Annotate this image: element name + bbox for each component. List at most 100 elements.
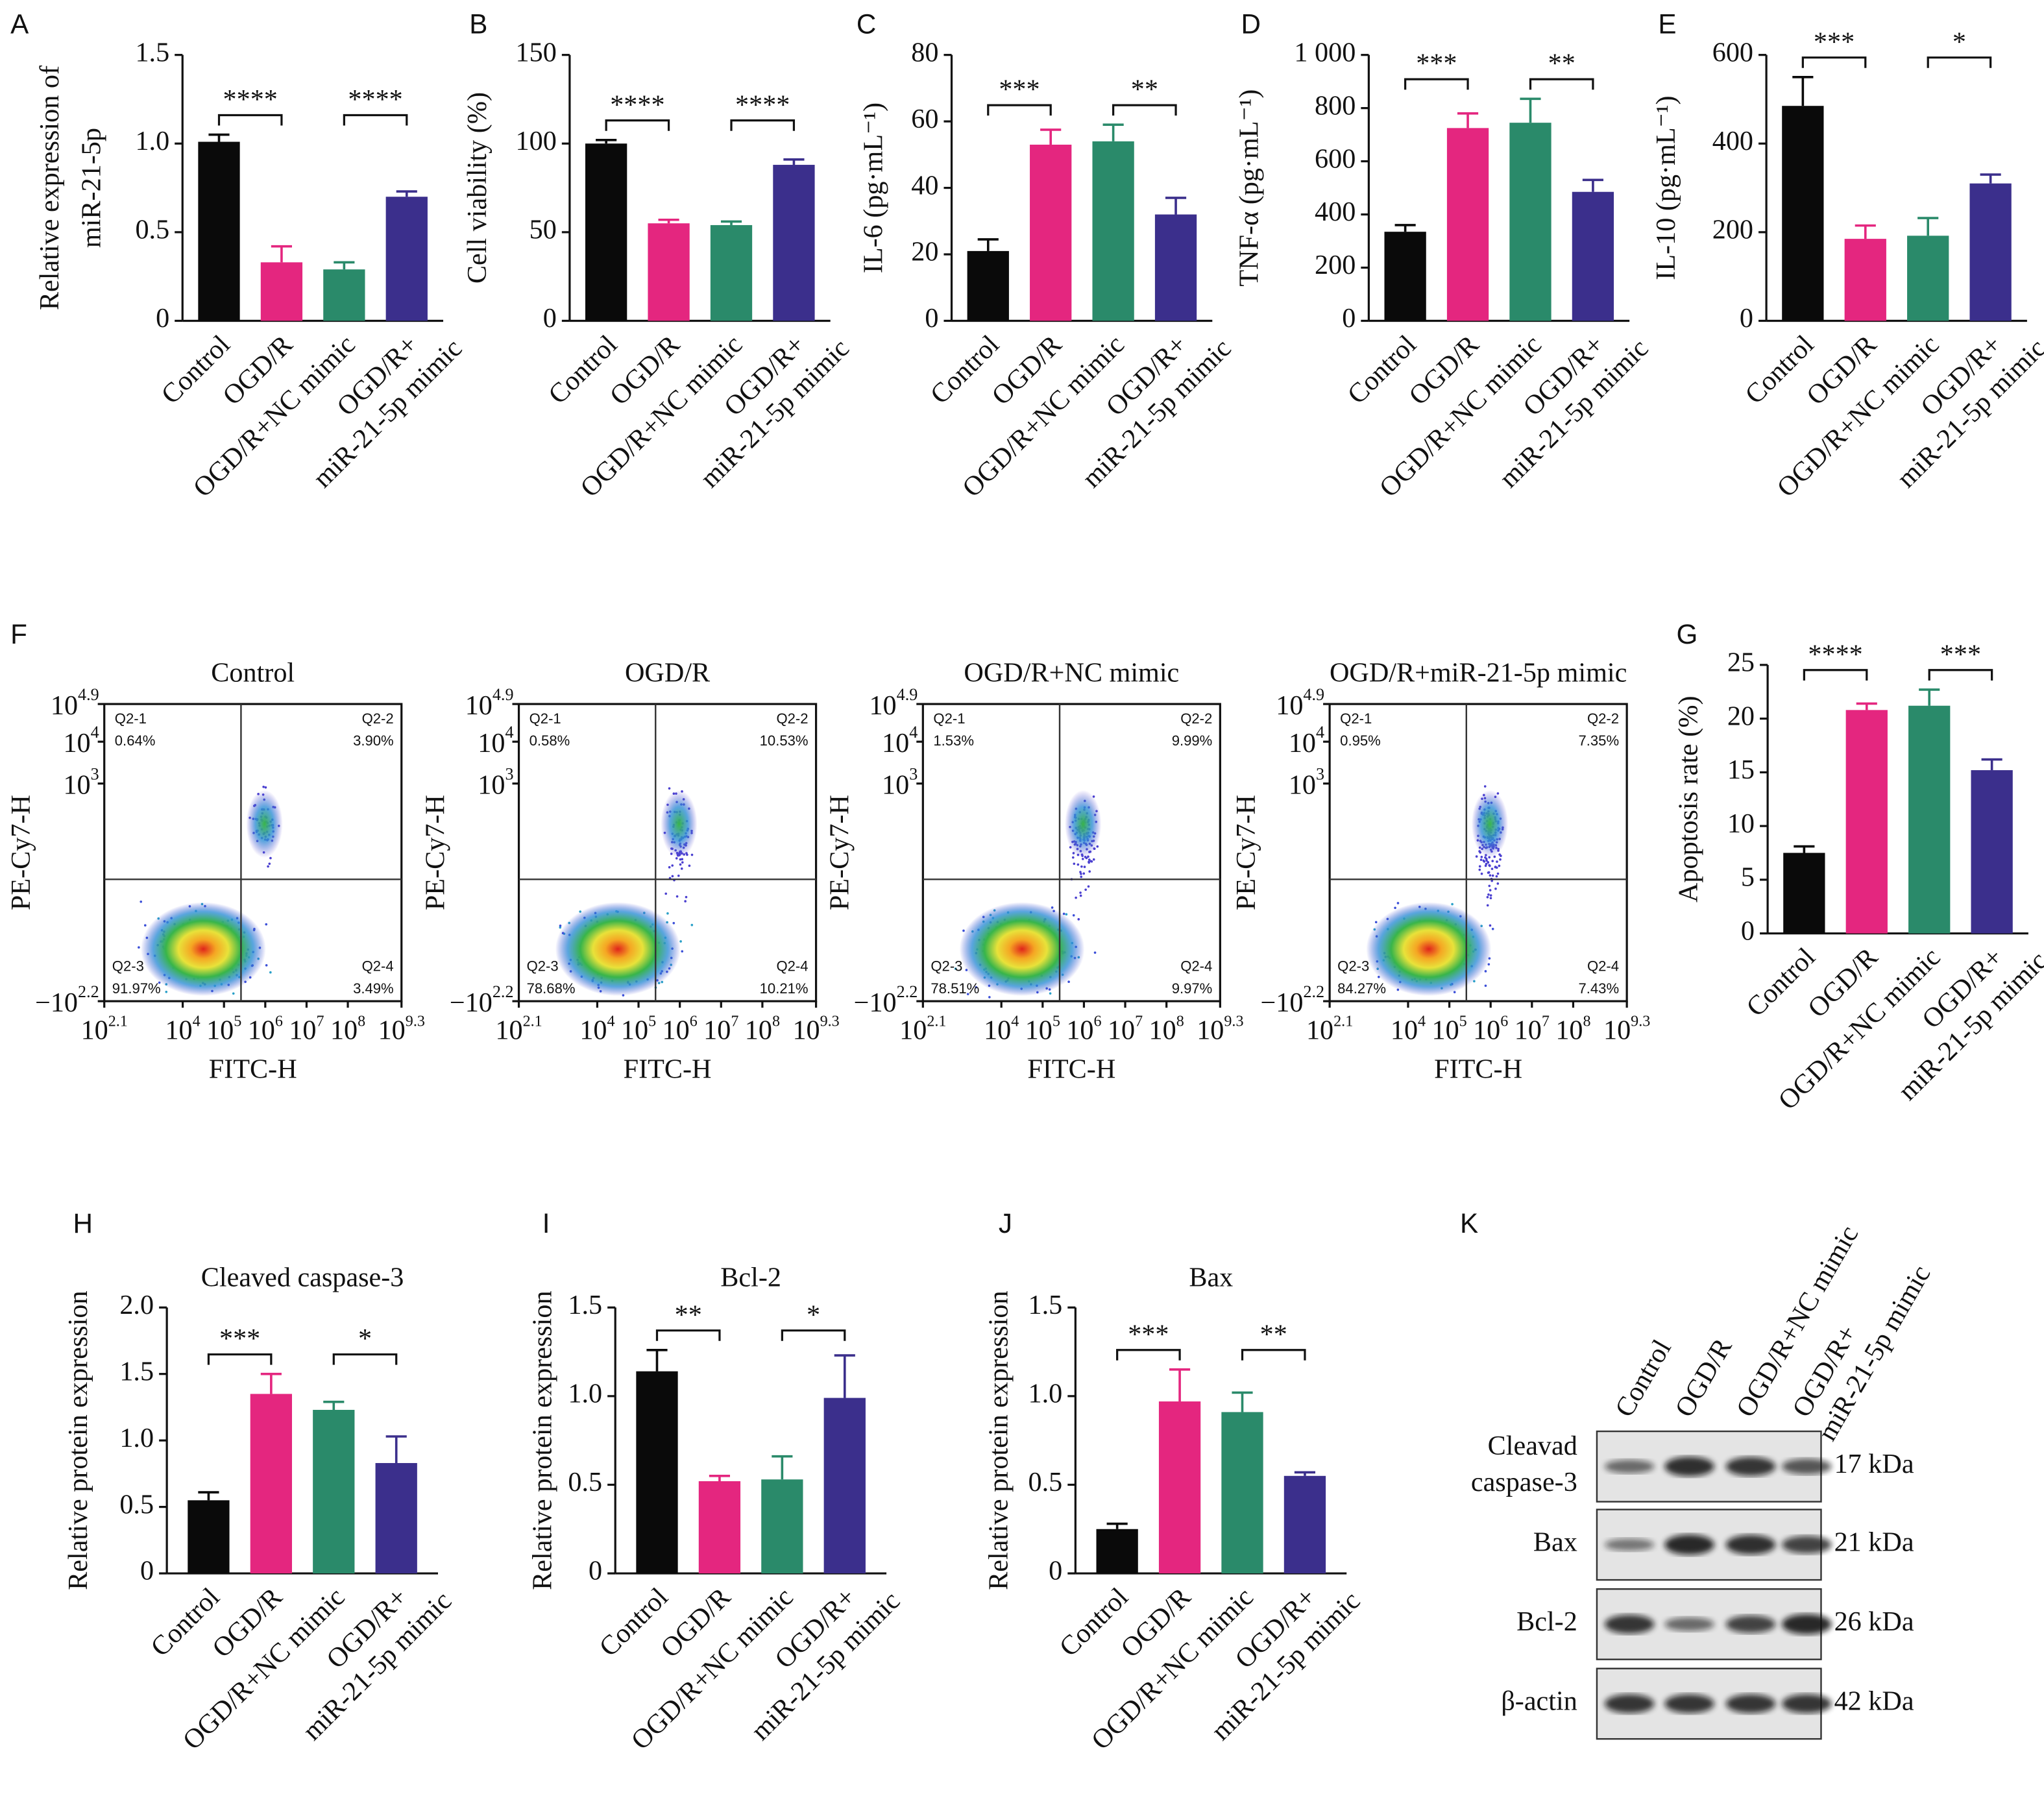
y-tick-label: 104 (1289, 723, 1324, 758)
event-dot (671, 875, 674, 878)
panel-letter: I (542, 1208, 550, 1239)
density-cloud-upper (246, 790, 283, 858)
tick-exponent: 4.9 (1303, 685, 1324, 704)
x-tick-label: 102.1 (81, 1013, 128, 1045)
tick-base: 10 (63, 728, 90, 758)
tick-base: 10 (1391, 1015, 1418, 1045)
tick-base: 10 (206, 1015, 234, 1045)
event-dot (1084, 888, 1087, 891)
tick-base: 10 (1066, 1015, 1093, 1045)
event-dot (666, 912, 669, 915)
y-tick-label: 600 (1712, 37, 1753, 67)
quadrant-percent: 91.97% (112, 980, 161, 997)
event-dot (1489, 874, 1492, 877)
bar (1908, 705, 1951, 934)
tick-exponent: 2.2 (1303, 982, 1324, 1001)
significance-label: * (807, 1300, 820, 1330)
event-dot (668, 866, 671, 869)
y-tick-label: 104 (882, 723, 918, 758)
significance-label: *** (1814, 27, 1855, 57)
tick-base: 10 (1289, 728, 1316, 758)
x-tick-label: 109.3 (378, 1013, 425, 1045)
y-tick-label: 800 (1315, 90, 1356, 121)
tick-base: 10 (882, 769, 909, 800)
significance-label: *** (1128, 1319, 1169, 1350)
tick-base: 10 (63, 769, 90, 800)
y-tick-label: 200 (1712, 215, 1753, 245)
significance-bracket (217, 114, 283, 126)
event-dot (1374, 921, 1378, 924)
x-axis-label: FITC-H (209, 1054, 297, 1084)
event-dot (1486, 904, 1489, 907)
protein-band (1725, 1615, 1776, 1633)
significance-bracket (1112, 104, 1177, 116)
quadrant-name: Q2-1 (115, 710, 147, 727)
y-tick-label: 50 (529, 215, 557, 245)
significance-label: *** (1416, 49, 1457, 79)
x-tick-label: 104 (984, 1013, 1019, 1045)
event-dot (138, 946, 140, 949)
x-axis-label: FITC-H (624, 1054, 712, 1084)
y-axis-label: PE-Cy7-H (6, 795, 36, 910)
event-dot (559, 926, 562, 929)
tick-base: 10 (248, 1015, 275, 1045)
event-dot (1079, 871, 1082, 873)
y-tick-label: 104.9 (51, 685, 99, 721)
y-tick-label: 0 (543, 303, 557, 333)
event-dot (1080, 875, 1083, 878)
tick-base: 10 (621, 1015, 648, 1045)
tick-base: 10 (882, 728, 909, 758)
quadrant-name: Q2-1 (1340, 710, 1372, 727)
quadrant-percent: 0.64% (115, 732, 156, 749)
significance-label: * (358, 1324, 372, 1354)
plot-title: OGD/R+miR-21-5p mimic (1330, 658, 1627, 688)
tick-exponent: 8 (358, 1013, 365, 1030)
quadrant-name: Q2-1 (933, 710, 965, 727)
tick-exponent: 7 (1542, 1013, 1550, 1030)
significance-label: *** (999, 75, 1040, 105)
event-dot (1480, 856, 1483, 858)
x-tick-label: 109.3 (1197, 1013, 1243, 1045)
tick-exponent: 4.9 (493, 685, 514, 704)
protein-band (1604, 1694, 1655, 1713)
x-tick-label: 108 (1555, 1013, 1590, 1045)
event-dot (664, 892, 668, 895)
event-dot (1489, 894, 1492, 897)
density-cloud (959, 902, 1085, 997)
tick-exponent: 7 (1135, 1013, 1143, 1030)
x-tick-label-line: Control (1740, 942, 1821, 1023)
event-dot (679, 863, 682, 866)
significance-label: ** (675, 1300, 702, 1330)
y-tick-label: 0.5 (568, 1467, 602, 1497)
protein-band (1782, 1536, 1832, 1554)
y-tick-label: 100 (516, 126, 557, 156)
x-tick-label-line: Control (593, 1582, 674, 1662)
tick-exponent: 8 (1176, 1013, 1184, 1030)
tick-base: −10 (35, 987, 78, 1018)
x-tick-label-line: Control (924, 329, 1004, 409)
y-axis-label: Relative protein expression (63, 1290, 93, 1590)
tick-base: 10 (1197, 1015, 1224, 1045)
event-dot (1067, 980, 1070, 984)
density-cloud-upper (1065, 790, 1102, 858)
significance-label: **** (223, 84, 278, 115)
bar (1221, 1412, 1263, 1574)
event-dot (1079, 891, 1082, 894)
event-dot (265, 923, 268, 926)
x-tick-label-line: Control (542, 329, 623, 409)
tick-exponent: 9.3 (1224, 1013, 1243, 1030)
bar (188, 1500, 230, 1574)
event-dot (1088, 858, 1091, 861)
tick-exponent: 7 (731, 1013, 738, 1030)
tick-base: 10 (1276, 690, 1303, 721)
tick-base: 10 (478, 769, 505, 800)
event-dot (1484, 970, 1487, 973)
tick-base: 10 (792, 1015, 820, 1045)
tick-base: 10 (703, 1015, 731, 1045)
y-tick-label: 0.5 (1028, 1467, 1063, 1497)
x-tick-label: Control (1053, 1582, 1134, 1662)
event-dot (672, 921, 675, 925)
tick-exponent: 8 (772, 1013, 780, 1030)
event-dot (1490, 879, 1494, 882)
row-label: Bax (1533, 1527, 1577, 1558)
